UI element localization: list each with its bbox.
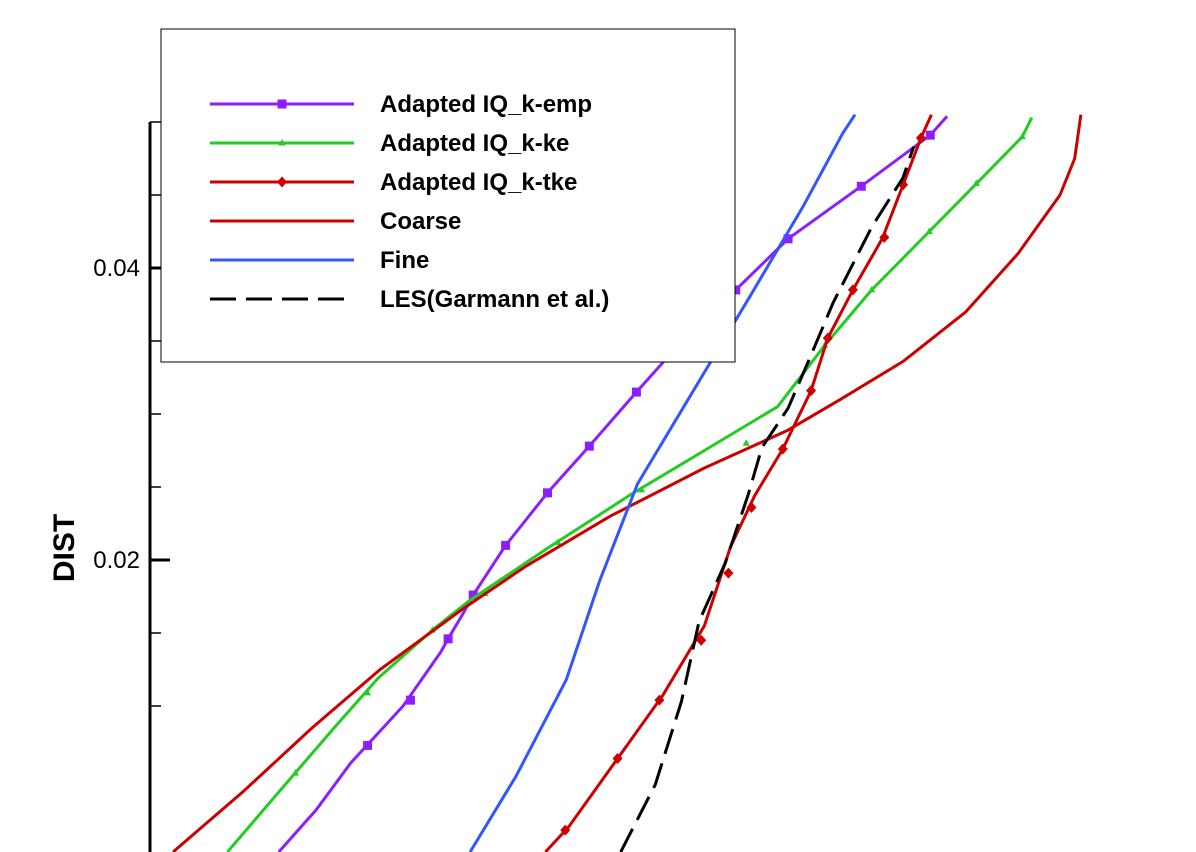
data-point	[363, 740, 373, 750]
legend-label: Adapted IQ_k-tke	[380, 169, 577, 196]
data-point	[856, 181, 866, 191]
data-point	[723, 567, 734, 579]
legend-frame	[160, 28, 736, 363]
data-point	[405, 695, 415, 705]
series-line	[468, 113, 857, 852]
data-point	[291, 769, 299, 776]
y-axis-title: DIST	[48, 514, 81, 582]
data-point	[972, 179, 980, 186]
series-3	[172, 114, 1083, 852]
legend-label: Coarse	[380, 208, 461, 235]
series-4	[468, 113, 857, 852]
series-2	[544, 114, 933, 852]
data-point	[364, 688, 372, 696]
legend-entry: Adapted IQ_k-tke	[210, 169, 577, 196]
y-tick-label: 0.04	[93, 255, 140, 282]
data-point	[696, 634, 707, 646]
data-point	[731, 285, 741, 295]
legend-label: Fine	[380, 247, 429, 274]
y-tick-label: 0.02	[93, 547, 140, 574]
data-point	[822, 332, 833, 344]
data-point	[560, 824, 571, 836]
data-point	[654, 694, 665, 706]
legend-marker	[278, 139, 286, 146]
data-point	[468, 590, 478, 600]
legend-entry: Adapted IQ_k-emp	[210, 91, 592, 118]
series-5	[619, 146, 916, 852]
data-point	[746, 501, 757, 513]
legend-entry: Adapted IQ_k-ke	[210, 130, 569, 157]
legend-entry: LES(Garmann et al.)	[210, 286, 609, 313]
data-point	[612, 753, 623, 765]
legend-marker	[277, 176, 287, 188]
data-point	[847, 284, 858, 296]
series-layer	[172, 113, 1083, 852]
legend-entry: Fine	[210, 247, 429, 274]
data-point	[742, 439, 750, 446]
data-point	[1018, 132, 1026, 140]
data-point	[443, 634, 453, 644]
data-point	[879, 231, 890, 243]
data-point	[584, 441, 594, 451]
data-point	[925, 130, 935, 140]
data-point	[542, 488, 552, 498]
series-line	[277, 115, 949, 852]
data-point	[915, 132, 926, 144]
data-point	[925, 227, 933, 234]
series-line	[172, 114, 1083, 852]
data-point	[777, 443, 788, 455]
data-point	[554, 538, 562, 545]
legend-label: LES(Garmann et al.)	[380, 286, 609, 313]
legend-entry: Coarse	[210, 208, 461, 235]
data-point	[501, 540, 511, 550]
y-axis: 0.02 0.04	[93, 121, 170, 852]
data-point	[868, 285, 876, 293]
legend-marker	[277, 99, 287, 109]
legend: Adapted IQ_k-emp Adapted IQ_k-ke Adapted I…	[160, 28, 736, 363]
data-point	[783, 234, 793, 244]
data-point	[806, 385, 817, 397]
data-point	[638, 485, 646, 493]
series-line	[226, 116, 1034, 852]
series-0	[277, 115, 949, 852]
data-point	[631, 387, 641, 397]
legend-label: Adapted IQ_k-emp	[380, 91, 592, 118]
series-line	[619, 146, 916, 852]
legend-label: Adapted IQ_k-ke	[380, 130, 569, 157]
